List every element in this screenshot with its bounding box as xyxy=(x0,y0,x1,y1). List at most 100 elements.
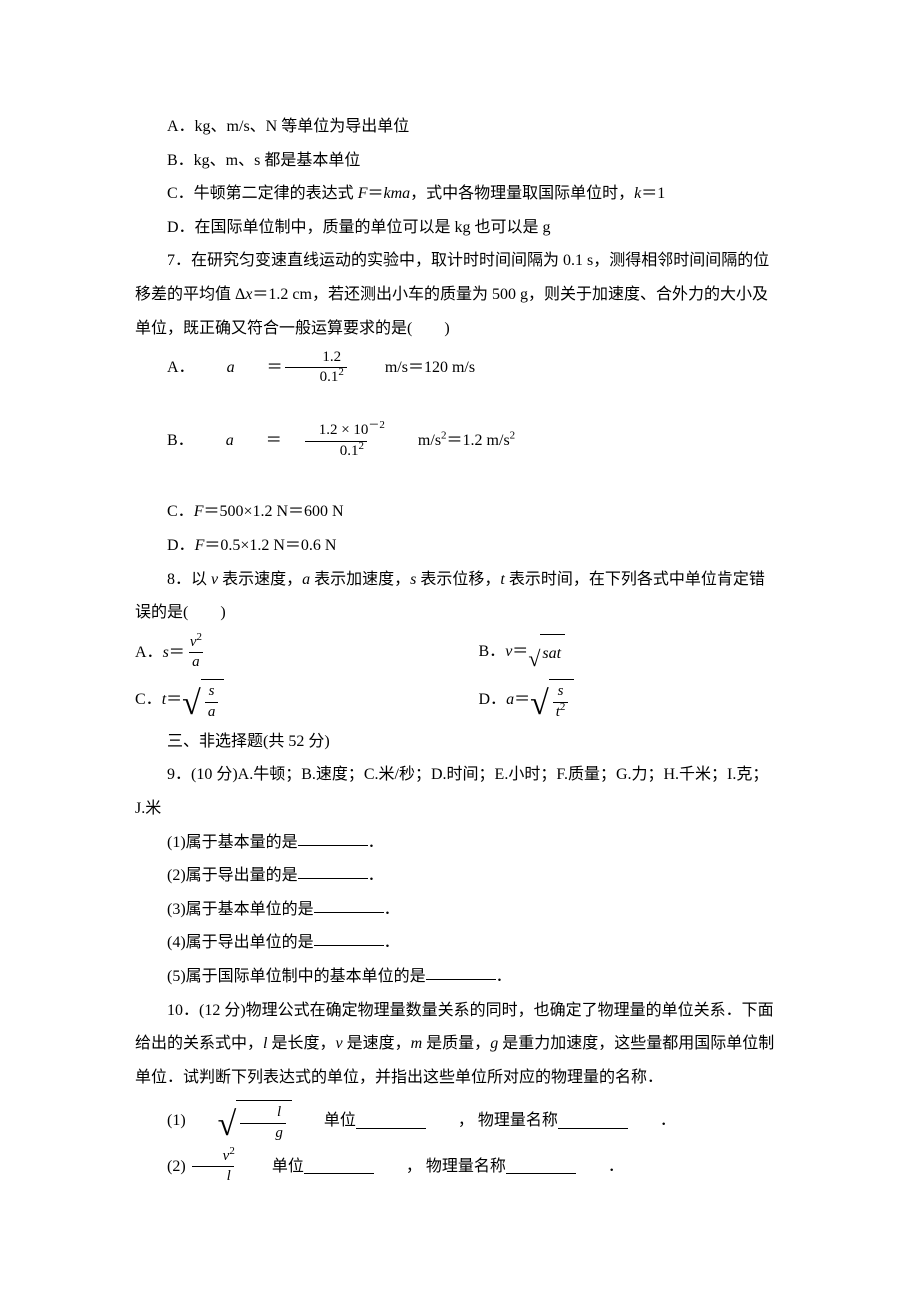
q6-option-a: A．kg、m/s、N 等单位为导出单位 xyxy=(135,110,790,144)
q10-stem-line2: 给出的关系式中，l 是长度，v 是速度，m 是质量，g 是重力加速度，这些量都用… xyxy=(135,1027,790,1061)
q6-option-d: D．在国际单位制中，质量的单位可以是 kg 也可以是 g xyxy=(135,211,790,245)
text: ＝0.5×1.2 N＝0.6 N xyxy=(204,537,336,554)
text: ． xyxy=(628,1104,676,1138)
q8-option-c: C． t ＝ √ s a xyxy=(135,675,447,725)
text: (2) xyxy=(135,1150,186,1184)
q7-option-c: C．F＝500×1.2 N＝600 N xyxy=(135,495,790,529)
fraction: v2 l xyxy=(188,1148,238,1186)
q7-option-a: A． a ＝ 1.2 0.12 m/s＝120 m/s xyxy=(135,349,790,387)
text: 是长度， xyxy=(267,1035,335,1052)
numerator: s xyxy=(555,683,567,701)
denominator: g xyxy=(240,1123,286,1142)
q7-stem-line2: 移差的平均值 Δx＝1.2 cm，若还测出小车的质量为 500 g，则关于加速度… xyxy=(135,278,790,312)
text: ＝ xyxy=(169,636,185,670)
q6-option-c: C．牛顿第二定律的表达式 F＝kma，式中各物理量取国际单位时，k＝1 xyxy=(135,177,790,211)
q8-row-ab: A． s ＝ v2 a B． v ＝ √ sat xyxy=(135,630,790,676)
var-F: F xyxy=(195,537,205,554)
q10-sub1: (1) √ l g 单位 ， 物理量名称 ． xyxy=(135,1100,790,1142)
sup: 2 xyxy=(338,366,344,378)
radicand: s a xyxy=(201,679,225,721)
text: C．牛顿第二定律的表达式 xyxy=(167,185,358,202)
text: 是重力加速度，这些量都用国际单位制 xyxy=(498,1035,774,1052)
radicand: sat xyxy=(540,634,565,671)
q9-sub5: (5)属于国际单位制中的基本单位的是． xyxy=(135,960,790,994)
text: B． xyxy=(479,635,506,669)
fraction: 1.2 0.12 xyxy=(285,349,347,387)
text: (4)属于导出单位的是 xyxy=(167,934,314,951)
q9-stem-line1: 9．(10 分)A.牛顿；B.速度；C.米/秒；D.时间；E.小时；F.质量；G… xyxy=(135,758,790,792)
sup: 2 xyxy=(229,1145,235,1157)
text: ． xyxy=(384,934,400,951)
blank xyxy=(298,829,368,846)
var-m: m xyxy=(411,1035,423,1052)
var-a: a xyxy=(195,351,235,385)
text: 表示加速度， xyxy=(310,571,410,588)
var-F: F xyxy=(194,503,204,520)
sqrt: √ s t2 xyxy=(530,679,574,721)
sqrt: √ l g xyxy=(186,1100,292,1142)
blank xyxy=(314,929,384,946)
numerator: l xyxy=(242,1104,284,1122)
q10-stem-line1: 10．(12 分)物理公式在确定物理量数量关系的同时，也确定了物理量的单位关系．… xyxy=(135,994,790,1028)
text: B． xyxy=(135,424,194,458)
denominator: a xyxy=(205,702,219,721)
text: ． xyxy=(368,834,384,851)
sup: 2 xyxy=(510,430,516,442)
sqrt: √ sat xyxy=(528,634,565,671)
text: 8．以 xyxy=(167,571,211,588)
text: (1) xyxy=(135,1104,186,1138)
sqrt: √ s a xyxy=(182,679,224,721)
text: ＝ xyxy=(166,683,182,717)
text: ． xyxy=(384,901,400,918)
text: 0.1 xyxy=(320,369,339,385)
text: ＝500×1.2 N＝600 N xyxy=(203,503,343,520)
text: D． xyxy=(167,537,195,554)
fraction: s t2 xyxy=(553,683,569,721)
text: ＝1.2 cm，若还测出小车的质量为 500 g，则关于加速度、合外力的大小及 xyxy=(252,286,768,303)
denominator: 0.12 xyxy=(305,441,367,460)
text: m/s2＝1.2 m/s2 xyxy=(390,391,515,492)
blank xyxy=(506,1157,576,1174)
page: A．kg、m/s、N 等单位为导出单位 B．kg、m、s 都是基本单位 C．牛顿… xyxy=(0,0,920,1271)
text: ，式中各物理量取国际单位时， xyxy=(410,185,634,202)
var-a: a xyxy=(506,683,514,717)
text: ＝ xyxy=(367,185,383,202)
blank xyxy=(298,862,368,879)
q8-stem-line1: 8．以 v 表示速度，a 表示加速度，s 表示位移，t 表示时间，在下列各式中单… xyxy=(135,563,790,597)
radicand: l g xyxy=(236,1100,292,1142)
radicand: s t2 xyxy=(549,679,575,721)
text: m/s xyxy=(414,432,441,449)
text: C． xyxy=(135,683,162,717)
var-v: v xyxy=(505,635,512,669)
q9-sub4: (4)属于导出单位的是 ． xyxy=(135,926,790,960)
text: 移差的平均值 Δ xyxy=(135,286,245,303)
text: ， 物理量名称 xyxy=(426,1104,558,1138)
q7-stem-line1: 7．在研究匀变速直线运动的实验中，取计时时间间隔为 0.1 s，测得相邻时间间隔… xyxy=(135,244,790,278)
text: ＝ xyxy=(234,424,282,458)
text: (5)属于国际单位制中的基本单位的是 xyxy=(167,968,426,985)
sqrt-sign-icon: √ xyxy=(530,679,549,721)
q9-sub3: (3)属于基本单位的是． xyxy=(135,893,790,927)
text: ＝1 xyxy=(641,185,665,202)
var-F: F xyxy=(358,185,368,202)
blank xyxy=(304,1157,374,1174)
text: ＝ xyxy=(514,683,530,717)
sqrt-sign-icon: √ xyxy=(186,1100,237,1142)
denominator: l xyxy=(192,1166,234,1185)
text: A． xyxy=(135,636,163,670)
numerator: 1.2 xyxy=(287,349,344,367)
text: C． xyxy=(167,503,194,520)
text: (2)属于导出量的是 xyxy=(167,867,298,884)
var-a: a xyxy=(302,571,310,588)
text: ＝ xyxy=(235,351,283,385)
blank xyxy=(558,1112,628,1129)
q9-stem-line2: J.米 xyxy=(135,792,790,826)
text: 是速度， xyxy=(343,1035,411,1052)
text: m/s＝120 m/s xyxy=(349,351,475,385)
q8-option-a: A． s ＝ v2 a xyxy=(135,630,447,676)
text: 单位 xyxy=(292,1104,356,1138)
fraction: s a xyxy=(205,683,219,721)
numerator: 1.2 × 10－2 xyxy=(284,422,388,440)
text: ， 物理量名称 xyxy=(374,1150,506,1184)
q9-sub1: (1)属于基本量的是． xyxy=(135,826,790,860)
